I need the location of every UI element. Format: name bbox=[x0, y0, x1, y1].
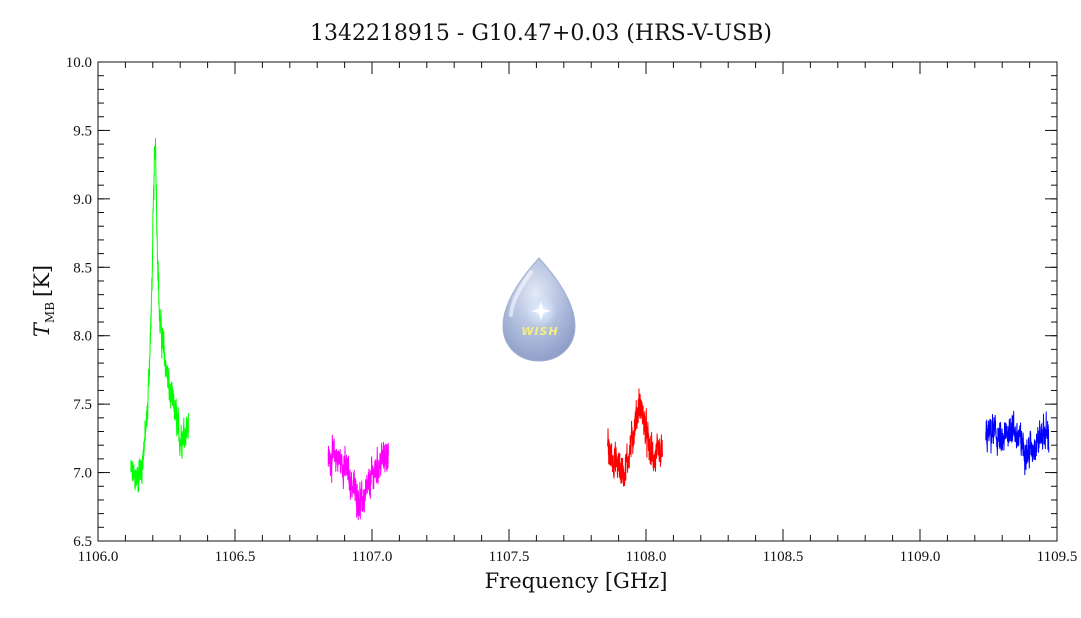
series-line-1 bbox=[130, 137, 189, 493]
plot-area bbox=[130, 137, 1050, 521]
x-tick-label: 1107.5 bbox=[489, 549, 530, 565]
x-axis-label: Frequency [GHz] bbox=[485, 569, 668, 593]
series-line-4 bbox=[985, 410, 1050, 476]
x-tick-label: 1108.0 bbox=[626, 549, 667, 565]
x-tick-label: 1106.5 bbox=[215, 549, 256, 565]
x-tick-label: 1109.0 bbox=[900, 549, 941, 565]
x-tick-label: 1106.0 bbox=[78, 549, 119, 565]
wish-logo: WISH bbox=[502, 257, 576, 362]
axes: 1106.0 1106.5 1107.0 1107.5 1108.0 1108.5 1109… bbox=[66, 55, 1078, 565]
x-tick-label: 1107.0 bbox=[352, 549, 393, 565]
y-tick-label: 9.5 bbox=[73, 123, 92, 139]
y-axis-label-main: T bbox=[30, 321, 54, 337]
y-tick-label: 8.0 bbox=[73, 329, 92, 345]
y-axis-label-unit: [K] bbox=[30, 265, 54, 297]
y-tick-label: 8.5 bbox=[73, 260, 92, 276]
y-axis-label: TMB [K] bbox=[30, 265, 57, 337]
y-tick-label: 6.5 bbox=[73, 534, 92, 550]
svg-text:TMB[K]: TMB [K] bbox=[30, 265, 57, 337]
plot-frame bbox=[97, 61, 1058, 542]
y-tick-label: 9.0 bbox=[73, 192, 92, 208]
wish-logo-text: WISH bbox=[521, 325, 558, 338]
y-tick-label: 10.0 bbox=[66, 55, 92, 71]
y-axis-label-sub: MB bbox=[43, 302, 57, 323]
series-line-2 bbox=[327, 434, 389, 521]
series-line-3 bbox=[607, 388, 663, 487]
chart-title: 1342218915 - G10.47+0.03 (HRS-V-USB) bbox=[310, 21, 772, 46]
y-tick-label: 7.5 bbox=[73, 397, 92, 413]
x-tick-label: 1109.5 bbox=[1037, 549, 1078, 565]
x-tick-label: 1108.5 bbox=[763, 549, 804, 565]
y-tick-label: 7.0 bbox=[73, 466, 92, 482]
